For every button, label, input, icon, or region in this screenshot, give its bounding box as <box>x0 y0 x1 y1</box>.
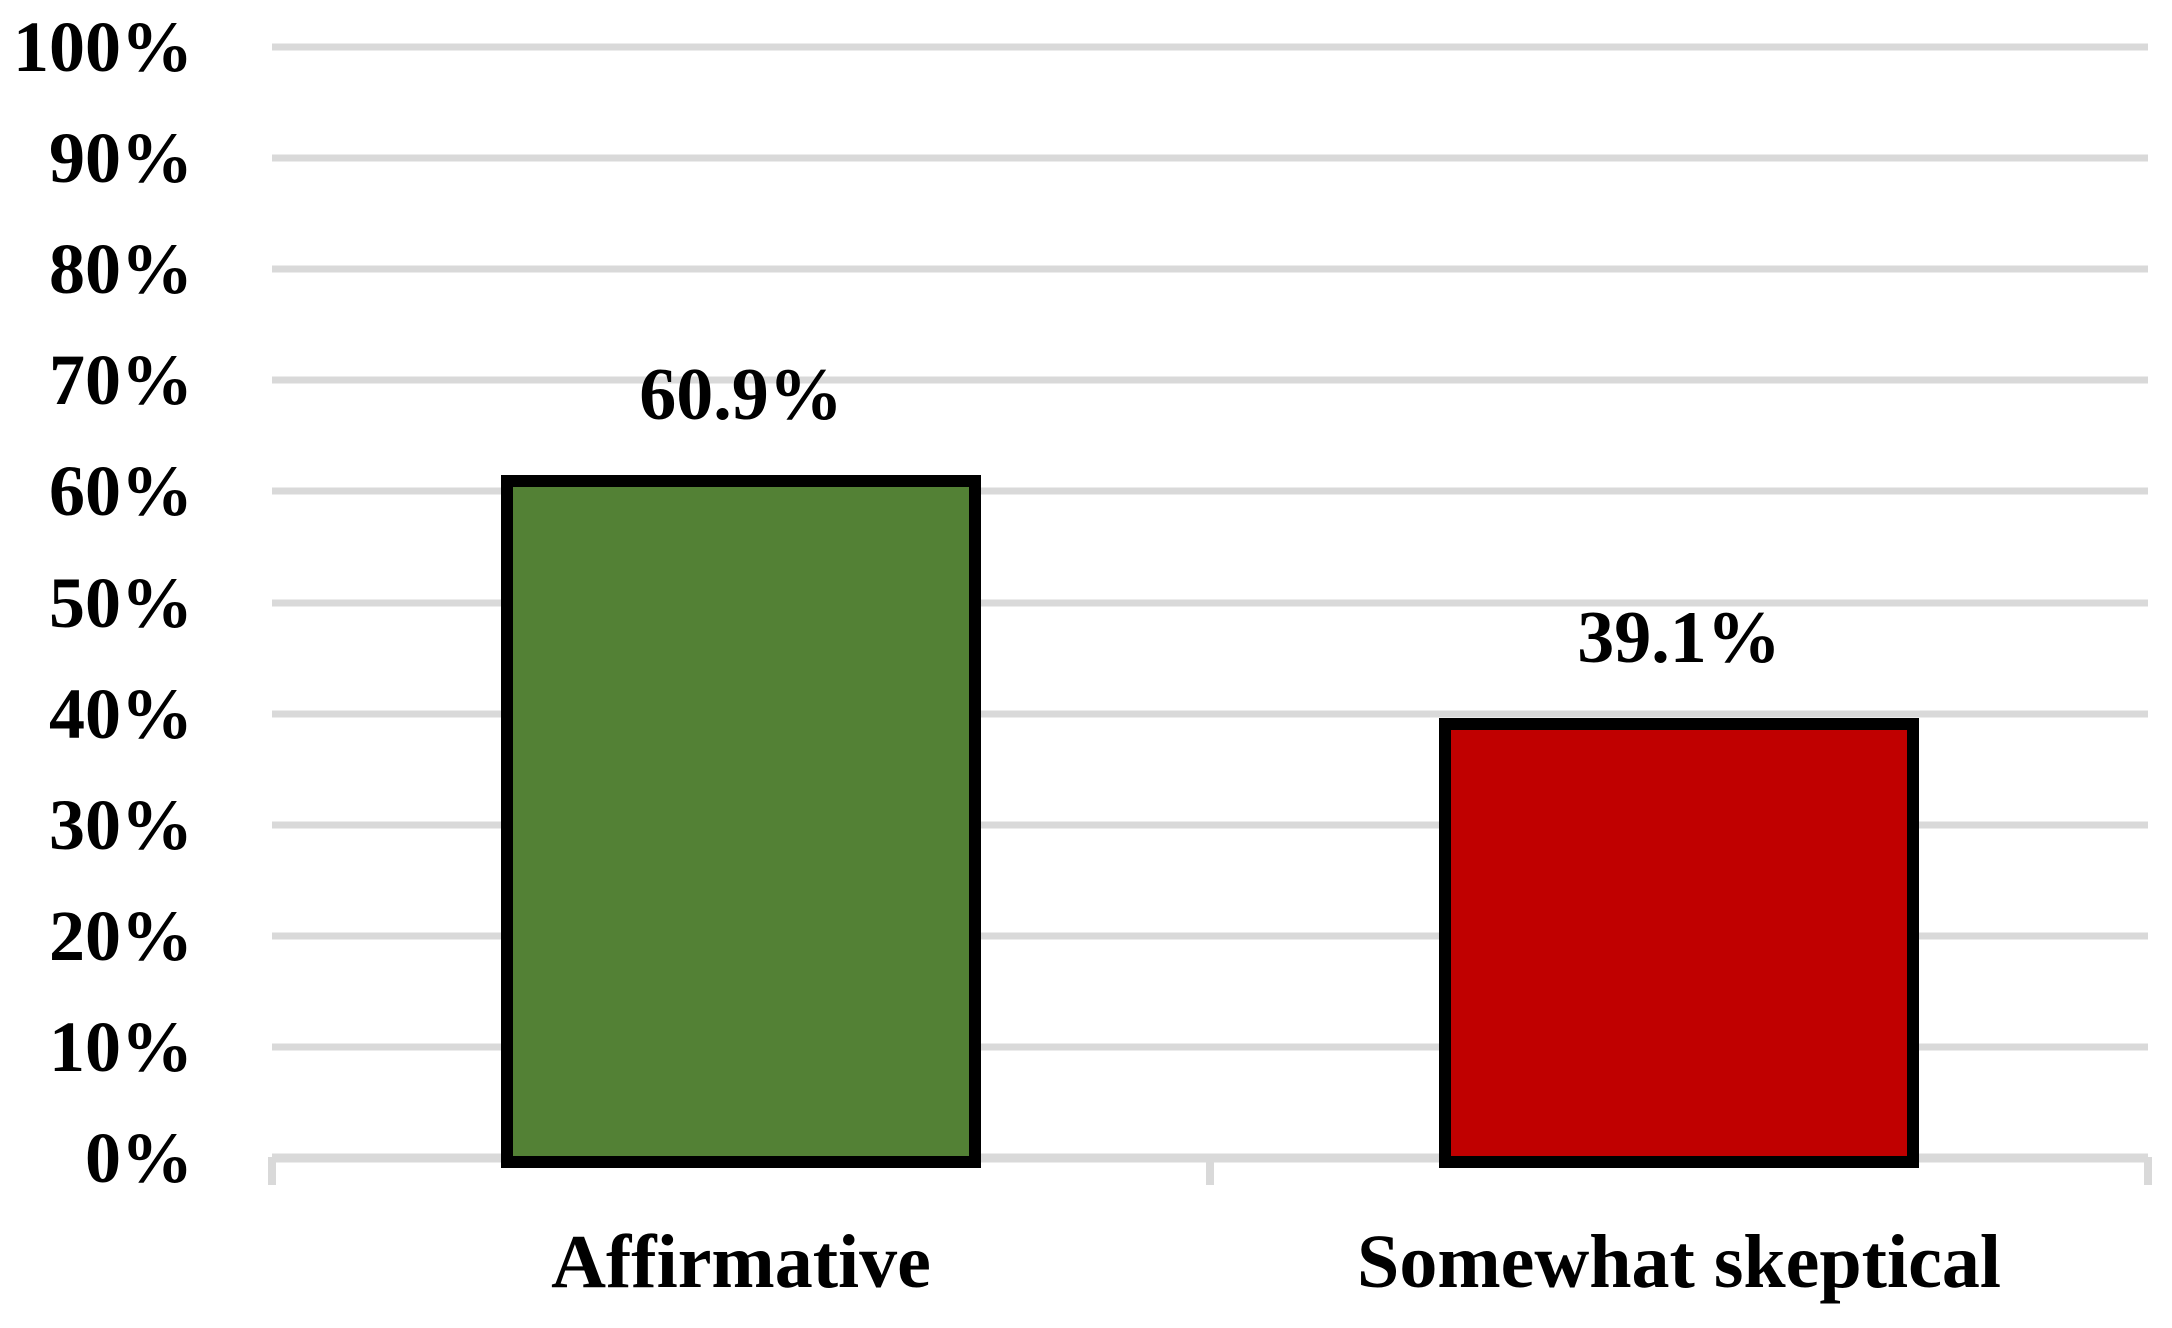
y-tick-label: 30% <box>49 784 193 865</box>
gridline <box>272 1043 2148 1051</box>
y-tick-label: 100% <box>13 7 193 87</box>
gridline <box>272 376 2148 384</box>
category-label-somewhat-skeptical: Somewhat skeptical <box>1357 1220 2001 1304</box>
gridline <box>272 821 2148 829</box>
bar-affirmative <box>501 475 981 1168</box>
gridline <box>272 932 2148 940</box>
value-label-affirmative: 60.9% <box>639 354 843 437</box>
gridline <box>272 43 2148 51</box>
category-label-affirmative: Affirmative <box>551 1220 931 1304</box>
gridline <box>272 154 2148 162</box>
x-axis-tick <box>268 1157 276 1185</box>
y-tick-label: 90% <box>49 118 193 199</box>
gridline <box>272 599 2148 606</box>
y-tick-label: 80% <box>49 229 193 310</box>
y-tick-label: 40% <box>49 673 193 754</box>
y-tick-label: 70% <box>49 340 193 421</box>
plot-area <box>272 43 2148 1158</box>
x-axis-tick <box>2144 1157 2152 1185</box>
x-axis-tick <box>1206 1157 1214 1185</box>
y-tick-label: 20% <box>49 895 193 976</box>
y-tick-label: 50% <box>49 562 193 643</box>
y-tick-label: 60% <box>49 451 193 532</box>
y-tick-label: 0% <box>85 1118 193 1198</box>
gridline <box>272 265 2148 273</box>
gridline <box>272 710 2148 718</box>
value-label-somewhat-skeptical: 39.1% <box>1577 596 1781 679</box>
y-tick-label: 10% <box>49 1006 193 1087</box>
gridline <box>272 487 2148 495</box>
bar-somewhat-skeptical <box>1439 717 1919 1168</box>
